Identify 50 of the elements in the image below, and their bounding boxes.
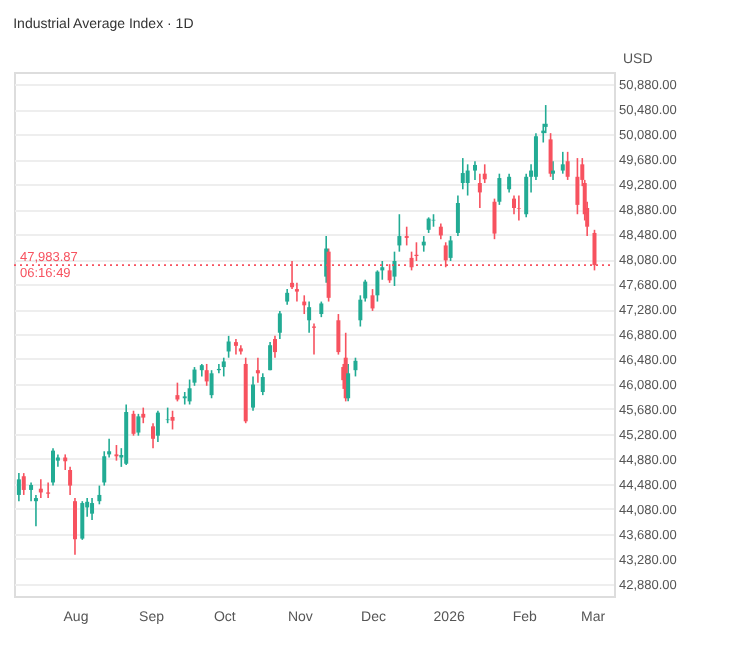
candlestick xyxy=(560,151,565,175)
candlestick xyxy=(238,344,243,356)
candlestick xyxy=(51,447,56,487)
candlestick xyxy=(277,310,282,340)
candlestick xyxy=(472,160,477,181)
candlestick xyxy=(392,250,397,287)
candlestick xyxy=(272,335,277,359)
candlestick xyxy=(21,472,26,496)
candlestick xyxy=(131,409,136,437)
candlestick xyxy=(97,484,102,506)
candlestick xyxy=(492,197,497,240)
candlestick xyxy=(516,194,521,222)
candlestick xyxy=(404,225,409,247)
candlestick xyxy=(251,375,256,412)
candlestick xyxy=(575,157,580,216)
candlestick xyxy=(80,500,85,541)
candlestick xyxy=(151,422,156,449)
candlestick xyxy=(204,363,209,387)
candlestick xyxy=(72,497,77,556)
candlestick xyxy=(455,194,460,237)
candlestick xyxy=(255,356,260,384)
candlestick xyxy=(307,300,312,334)
candlestick xyxy=(460,157,465,191)
candlestick xyxy=(221,356,226,378)
candlestick xyxy=(260,372,265,396)
candlestick xyxy=(268,341,273,371)
candlestick xyxy=(512,194,516,216)
candlestick xyxy=(46,481,51,499)
candlestick xyxy=(16,472,21,502)
candlestick xyxy=(336,313,341,356)
candlestick xyxy=(524,172,529,219)
candlestick xyxy=(397,213,402,253)
candlestick xyxy=(170,409,175,431)
candlestick xyxy=(90,497,95,521)
candlestick xyxy=(187,378,192,406)
candlestick xyxy=(507,172,512,194)
candlestick xyxy=(175,381,180,403)
candlestick xyxy=(477,172,482,209)
candlestick xyxy=(136,413,141,437)
candlestick xyxy=(155,409,160,443)
candlestick xyxy=(353,356,358,378)
candlestick xyxy=(448,235,453,262)
candlestick xyxy=(375,269,380,303)
candlestick xyxy=(209,369,214,400)
candlestick xyxy=(370,288,375,312)
candlestick xyxy=(233,338,238,356)
candlestick xyxy=(226,335,231,359)
candlestick xyxy=(497,172,502,206)
candlestick xyxy=(465,163,470,197)
candlestick xyxy=(565,151,570,181)
